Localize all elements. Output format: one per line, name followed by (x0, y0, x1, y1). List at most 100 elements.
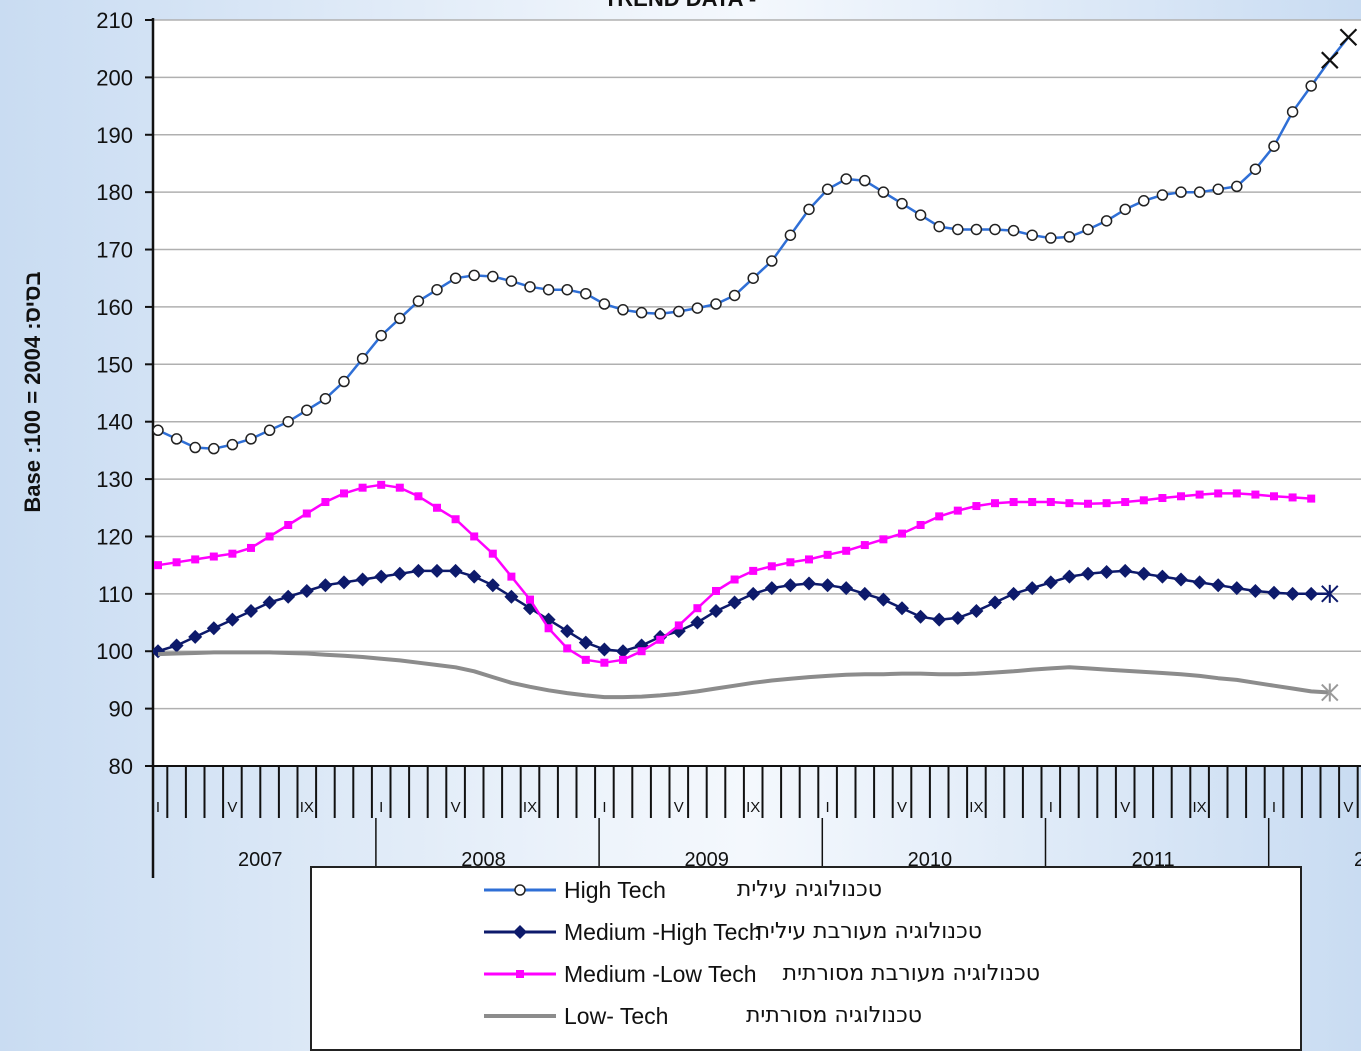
data-point (449, 272, 462, 284)
data-point (542, 283, 555, 296)
year-label-2009: 2009 (684, 849, 729, 871)
y-tick-label: 160 (96, 295, 133, 320)
data-point (337, 575, 351, 590)
month-tick-label: V (227, 799, 237, 816)
data-point (877, 186, 890, 198)
y-tick-label: 100 (96, 639, 133, 664)
data-point (859, 174, 871, 187)
data-point (749, 566, 758, 575)
data-point (485, 578, 500, 593)
data-point (374, 569, 389, 584)
data-point (1231, 180, 1243, 193)
data-point (1321, 584, 1339, 603)
month-tick-label: IX (969, 799, 983, 816)
y-tick-label: 150 (96, 352, 133, 377)
y-tick-label: 110 (98, 582, 133, 607)
data-point (560, 624, 575, 639)
data-point (654, 308, 666, 320)
data-point (1081, 566, 1095, 581)
data-point (1062, 569, 1077, 584)
month-tick-label: I (156, 799, 160, 816)
data-point (209, 552, 218, 561)
data-point (170, 433, 183, 445)
data-point (1212, 183, 1224, 196)
data-point (783, 578, 798, 593)
data-point (914, 209, 927, 221)
data-point (969, 604, 984, 619)
chart-title: TREND DATA - (520, 0, 840, 12)
data-point (581, 655, 590, 664)
data-point (412, 295, 425, 307)
data-point (580, 287, 592, 300)
data-point (356, 352, 369, 365)
data-point (656, 635, 665, 644)
data-point (321, 498, 330, 507)
data-point (1249, 163, 1262, 175)
data-point (1232, 489, 1241, 498)
data-point (1174, 572, 1188, 587)
legend: High Tech טכנולוגיה עילית Medium -High Tec… (310, 866, 1302, 1051)
data-point (1267, 585, 1281, 600)
month-tick-label: V (1120, 799, 1130, 816)
data-point (839, 581, 854, 596)
data-point (730, 575, 739, 584)
data-point (857, 586, 872, 601)
data-point (526, 595, 534, 604)
data-point (1138, 195, 1150, 207)
data-point (988, 595, 1002, 610)
legend-label-hebrew: טכנולוגיה מסורתית (745, 1003, 922, 1028)
data-point (433, 503, 441, 512)
data-point (600, 658, 609, 667)
data-point (972, 502, 981, 511)
month-tick-label: IX (523, 799, 537, 816)
data-point (1028, 498, 1037, 507)
data-point (898, 529, 906, 538)
data-point (1321, 51, 1339, 69)
data-point (1193, 186, 1206, 198)
legend-item: Medium -Low Tech טכנולוגיה מעורבת מסורתית (312, 954, 1212, 994)
legend-swatch (484, 1014, 556, 1018)
data-point (879, 535, 888, 544)
legend-item: Low- Tech טכנולוגיה מסורתית (312, 996, 1212, 1036)
data-point (153, 644, 165, 659)
data-point (953, 506, 962, 515)
series-0 (153, 28, 1358, 455)
legend-label-hebrew: טכנולוגיה עילית (736, 877, 882, 902)
data-point (1099, 565, 1114, 580)
data-point (226, 438, 239, 451)
legend-item: High Tech טכנולוגיה עילית (312, 870, 1212, 910)
data-point (1026, 229, 1038, 241)
data-point (301, 404, 313, 416)
data-point (299, 583, 314, 598)
data-point (690, 615, 705, 630)
data-point (487, 270, 499, 283)
data-point (747, 272, 759, 284)
data-point (950, 610, 965, 625)
data-point (1229, 581, 1244, 596)
month-tick-label: IX (746, 799, 760, 816)
legend-swatch (484, 970, 556, 978)
data-point (1195, 490, 1204, 499)
data-point (245, 433, 257, 445)
data-point (784, 229, 797, 241)
data-point (191, 555, 200, 564)
month-tick-label: I (1272, 799, 1276, 816)
data-point (970, 223, 983, 236)
data-point (265, 532, 274, 541)
data-point (451, 515, 460, 524)
data-point (597, 642, 612, 657)
data-point (1156, 189, 1169, 201)
data-point (355, 572, 370, 587)
data-point (935, 512, 944, 521)
data-point (247, 543, 255, 552)
data-point (1321, 683, 1339, 702)
gridlines (153, 19, 1361, 767)
data-point (318, 578, 333, 593)
data-point (189, 441, 201, 454)
data-point (710, 298, 722, 310)
data-point (766, 255, 778, 267)
data-point (1100, 215, 1113, 227)
series-line (157, 569, 1330, 653)
legend-marker (513, 925, 527, 939)
